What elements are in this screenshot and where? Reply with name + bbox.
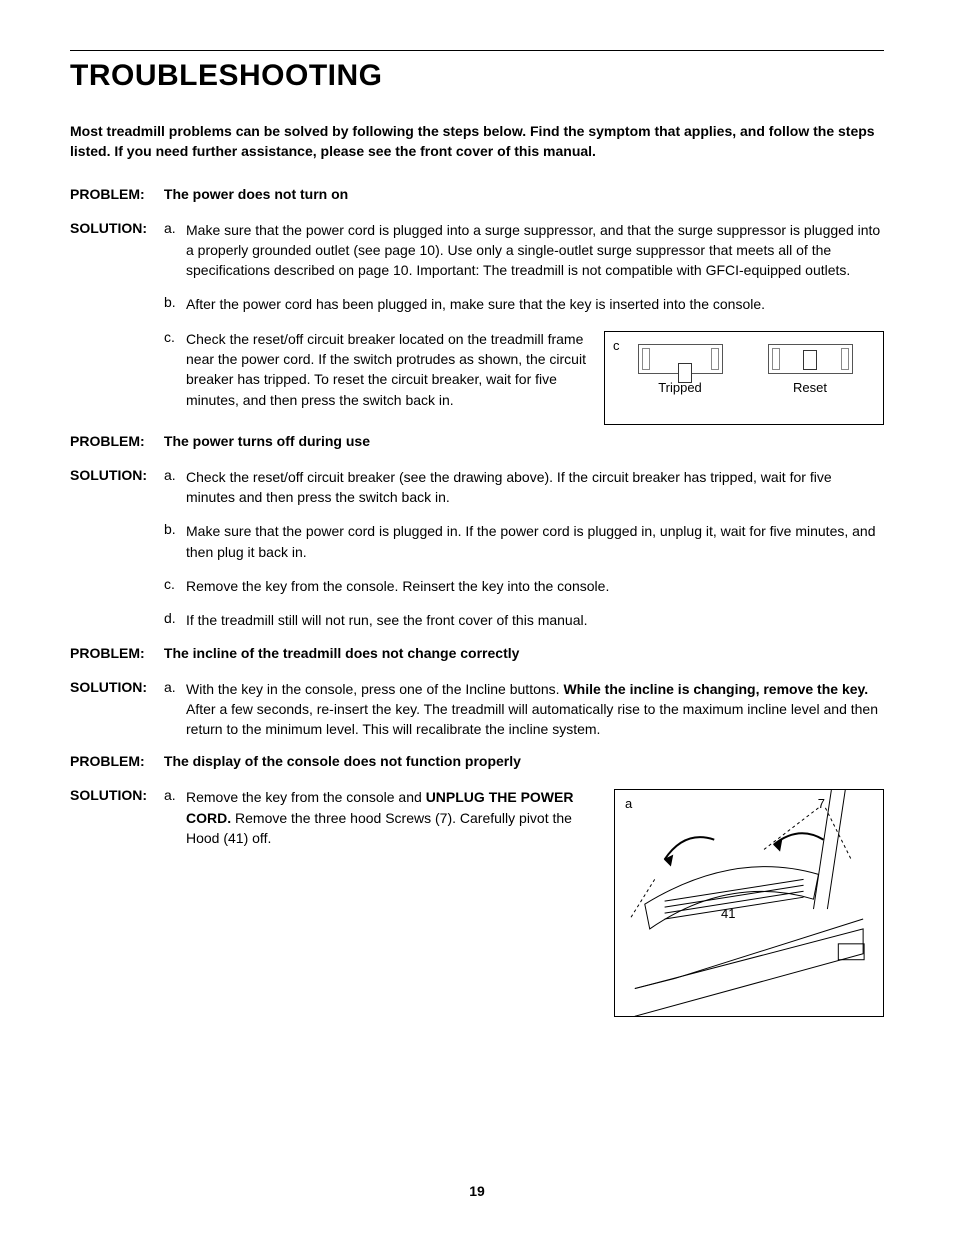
list-letter: d. <box>164 610 186 626</box>
breaker-tripped-icon <box>638 344 723 374</box>
solution-2a: SOLUTION: a. Check the reset/off circuit… <box>70 467 884 508</box>
list-letter: a. <box>164 787 186 803</box>
solution-1c-row: c. Check the reset/off circuit breaker l… <box>70 329 884 425</box>
solution-2a-text: Check the reset/off circuit breaker (see… <box>186 467 884 508</box>
problem-3-title: The incline of the treadmill does not ch… <box>164 645 520 661</box>
top-rule <box>70 50 884 51</box>
solution-4a-text: Remove the key from the console and UNPL… <box>186 787 602 848</box>
problem-1: PROBLEM: The power does not turn on <box>70 186 884 202</box>
solution-1b: b. After the power cord has been plugged… <box>70 294 884 314</box>
list-letter: c. <box>164 329 186 345</box>
problem-2: PROBLEM: The power turns off during use <box>70 433 884 449</box>
problem-label: PROBLEM: <box>70 753 160 769</box>
figure-c-reset: Reset <box>745 344 875 395</box>
page-title: TROUBLESHOOTING <box>70 59 884 93</box>
list-letter: a. <box>164 679 186 695</box>
list-letter: b. <box>164 294 186 310</box>
list-letter: b. <box>164 521 186 537</box>
list-letter: a. <box>164 467 186 483</box>
solution-4a: SOLUTION: a. Remove the key from the con… <box>70 787 602 848</box>
solution-1c: c. Check the reset/off circuit breaker l… <box>70 329 592 410</box>
reset-label: Reset <box>745 380 875 395</box>
problem-4: PROBLEM: The display of the console does… <box>70 753 884 769</box>
solution-1a-text: Make sure that the power cord is plugged… <box>186 220 884 281</box>
solution-2c-text: Remove the key from the console. Reinser… <box>186 576 884 596</box>
problem-4-title: The display of the console does not func… <box>164 753 521 769</box>
solution-1c-text: Check the reset/off circuit breaker loca… <box>186 329 592 410</box>
problem-label: PROBLEM: <box>70 645 160 661</box>
solution-label: SOLUTION: <box>70 220 164 236</box>
solution-2d-text: If the treadmill still will not run, see… <box>186 610 884 630</box>
list-letter: a. <box>164 220 186 236</box>
problem-label: PROBLEM: <box>70 433 160 449</box>
treadmill-hood-icon <box>615 790 883 1016</box>
solution-label: SOLUTION: <box>70 679 164 695</box>
problem-2-title: The power turns off during use <box>164 433 370 449</box>
problem-3: PROBLEM: The incline of the treadmill do… <box>70 645 884 661</box>
solution-1b-text: After the power cord has been plugged in… <box>186 294 884 314</box>
solution-2b: b. Make sure that the power cord is plug… <box>70 521 884 562</box>
figure-c-tripped: Tripped <box>615 344 745 395</box>
page-number: 19 <box>0 1183 954 1199</box>
intro-text: Most treadmill problems can be solved by… <box>70 121 884 162</box>
solution-label: SOLUTION: <box>70 787 164 803</box>
solution-3a-text: With the key in the console, press one o… <box>186 679 884 740</box>
breaker-reset-icon <box>768 344 853 374</box>
list-letter: c. <box>164 576 186 592</box>
problem-label: PROBLEM: <box>70 186 160 202</box>
solution-2c: c. Remove the key from the console. Rein… <box>70 576 884 596</box>
problem-1-title: The power does not turn on <box>164 186 348 202</box>
solution-4a-row: SOLUTION: a. Remove the key from the con… <box>70 787 884 1017</box>
solution-label: SOLUTION: <box>70 467 164 483</box>
solution-2d: d. If the treadmill still will not run, … <box>70 610 884 630</box>
solution-2b-text: Make sure that the power cord is plugged… <box>186 521 884 562</box>
solution-3a: SOLUTION: a. With the key in the console… <box>70 679 884 740</box>
solution-1a: SOLUTION: a. Make sure that the power co… <box>70 220 884 281</box>
figure-c: c Tripped Reset <box>604 331 884 425</box>
figure-a: a 7 41 <box>614 789 884 1017</box>
